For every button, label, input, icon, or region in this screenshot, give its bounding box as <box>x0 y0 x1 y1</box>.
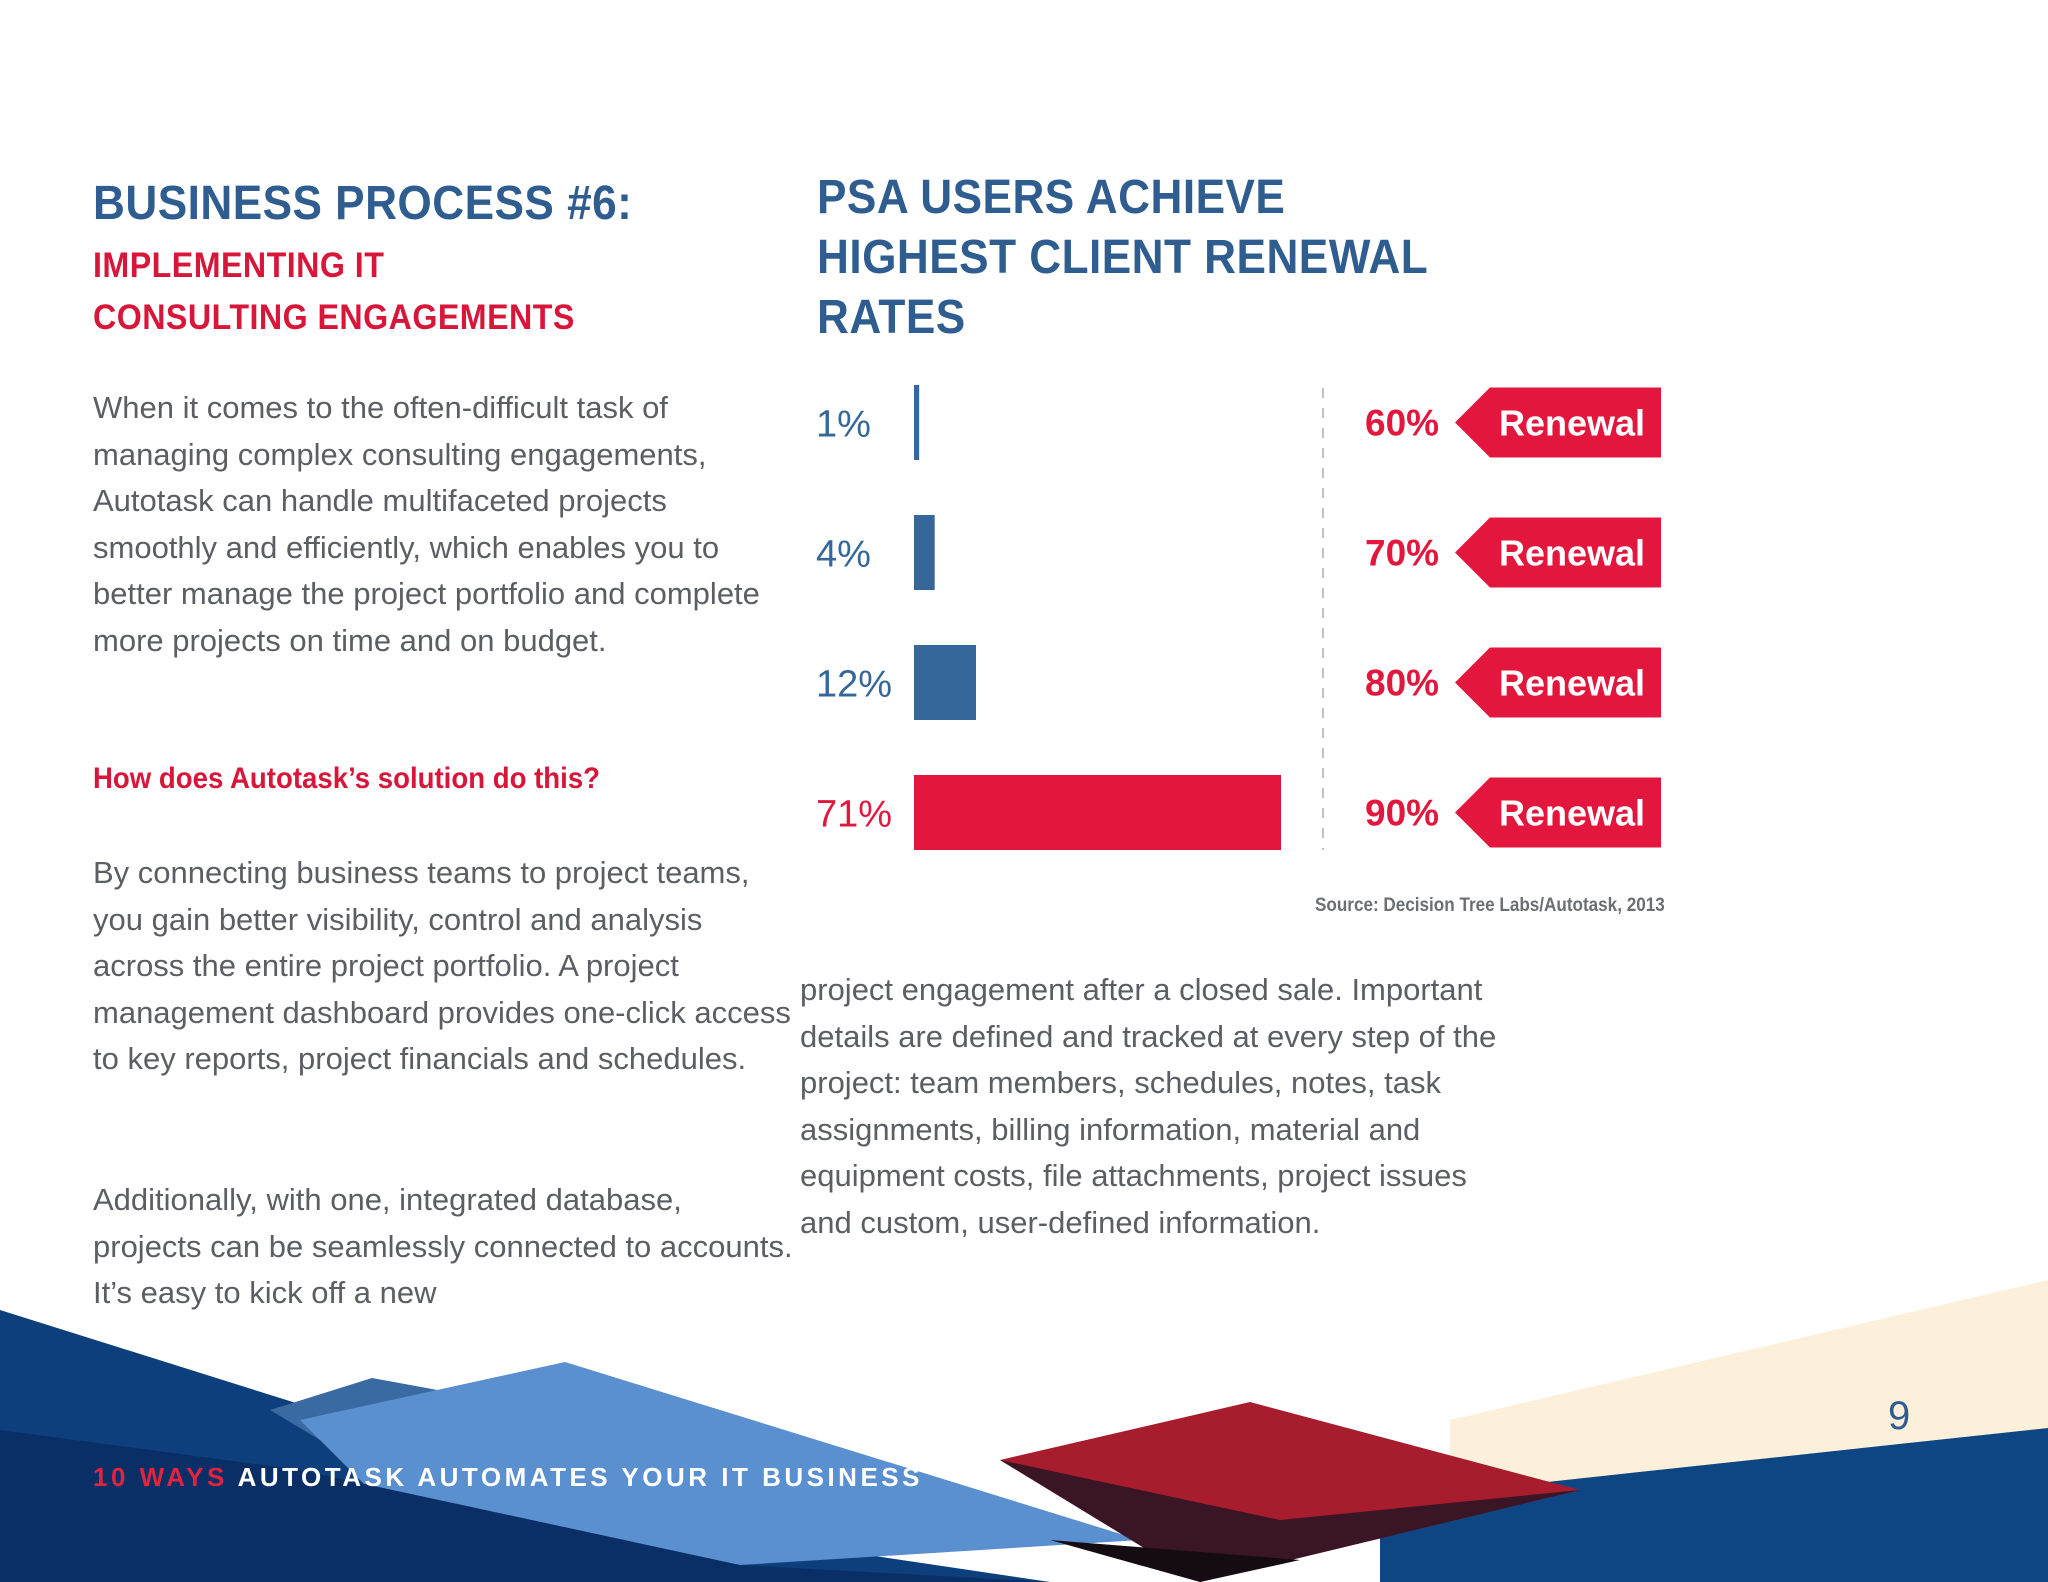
bar-1 <box>914 385 920 460</box>
bar-3 <box>914 645 977 720</box>
question-heading: How does Autotask’s solution do this? <box>93 762 601 795</box>
renewal-rate-1: 60% <box>1365 403 1439 444</box>
renewal-tag-3 <box>1455 647 1661 718</box>
body-paragraph-4: project engagement after a closed sale. … <box>800 972 1497 1240</box>
bar-2 <box>914 515 935 590</box>
page-number: 9 <box>1888 1394 1911 1438</box>
value-label-2: 4% <box>816 534 871 576</box>
value-label-3: 12% <box>816 664 892 706</box>
renewal-chart: 1% 60% Renewal 4% 70% Renewal 12% 80% Renewal 71%… <box>816 385 1661 850</box>
bar-4 <box>914 775 1281 850</box>
footer-accent: 10 WAYS <box>93 1462 228 1492</box>
renewal-tag-label-3: Renewal <box>1499 663 1645 704</box>
section-subtitle: IMPLEMENTING IT CONSULTING ENGAGEMENTS <box>93 246 575 337</box>
chart-rows: 1% 60% Renewal 4% 70% Renewal 12% 80% Renewal 71%… <box>816 385 1661 850</box>
value-label-4: 71% <box>816 794 892 836</box>
footer-tagline: 10 WAYS AUTOTASK AUTOMATES YOUR IT BUSIN… <box>93 1462 923 1493</box>
intro-paragraph: When it comes to the often-difficult tas… <box>93 390 760 658</box>
renewal-rate-2: 70% <box>1365 533 1439 574</box>
renewal-tag-label-1: Renewal <box>1499 403 1645 444</box>
renewal-tag-label-4: Renewal <box>1499 793 1645 834</box>
renewal-tag-2 <box>1455 517 1661 588</box>
chart-title: PSA USERS ACHIEVE HIGHEST CLIENT RENEWAL… <box>817 171 1428 344</box>
renewal-tag-4 <box>1455 777 1661 848</box>
renewal-tag-1 <box>1455 387 1661 458</box>
body-paragraph-3: Additionally, with one, integrated datab… <box>93 1182 793 1310</box>
body-paragraph-2: By connecting business teams to project … <box>93 855 791 1076</box>
renewal-rate-3: 80% <box>1365 663 1439 704</box>
renewal-tag-label-2: Renewal <box>1499 533 1645 574</box>
chart-source: Source: Decision Tree Labs/Autotask, 201… <box>1315 895 1665 916</box>
renewal-rate-4: 90% <box>1365 793 1439 834</box>
section-title: BUSINESS PROCESS #6: <box>93 177 633 230</box>
value-label-1: 1% <box>816 404 871 446</box>
footer-rest: AUTOTASK AUTOMATES YOUR IT BUSINESS <box>227 1462 923 1492</box>
